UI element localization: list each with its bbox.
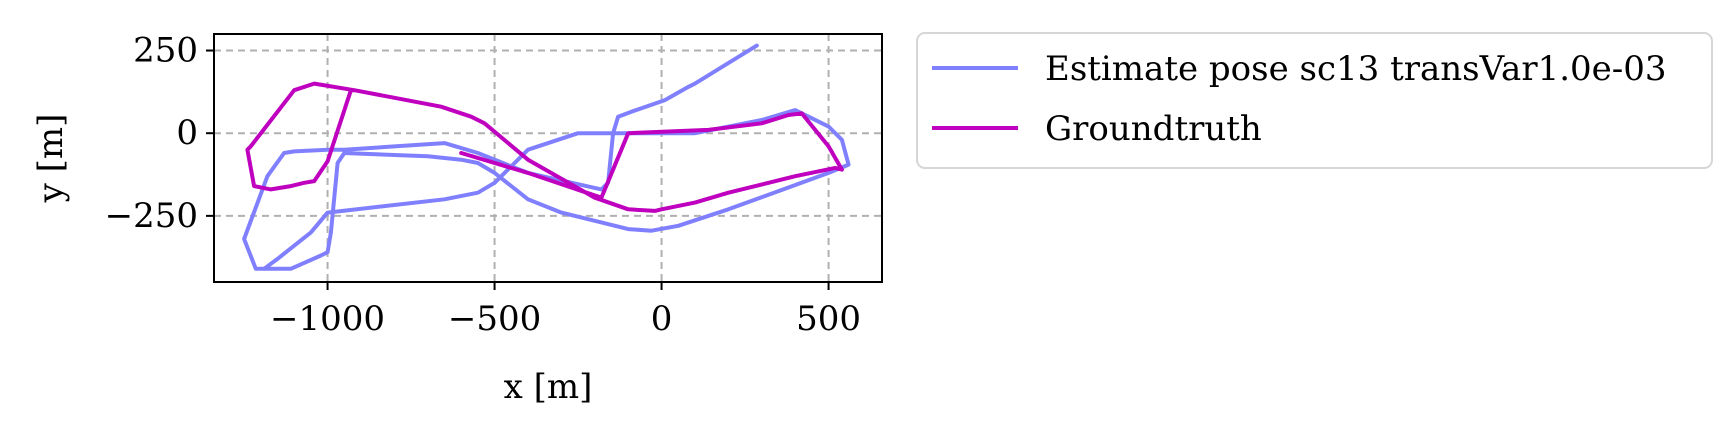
legend-label-groundtruth: Groundtruth bbox=[1045, 109, 1262, 149]
legend: Estimate pose sc13 transVar1.0e-03 Groun… bbox=[916, 32, 1713, 169]
series-lines bbox=[242, 43, 851, 271]
y-tick-label: −250 bbox=[105, 196, 198, 236]
plot-frame bbox=[213, 33, 883, 283]
legend-label-estimate: Estimate pose sc13 transVar1.0e-03 bbox=[1045, 49, 1667, 89]
legend-box bbox=[916, 32, 1713, 169]
x-tick-label: −500 bbox=[448, 299, 541, 339]
x-tick-label: −1000 bbox=[270, 299, 385, 339]
y-tick-label: 250 bbox=[133, 31, 198, 71]
series-line-1 bbox=[245, 81, 844, 213]
y-axis-label: y [m] bbox=[31, 114, 71, 204]
axis-ticks: −1000 −500 0 500 250 0 −250 bbox=[105, 31, 861, 339]
plot-background bbox=[214, 34, 882, 282]
x-axis-label: x [m] bbox=[504, 367, 593, 407]
x-tick-label: 0 bbox=[651, 299, 673, 339]
plot-area: −1000 −500 0 500 250 0 −250 bbox=[105, 31, 883, 339]
y-tick-label: 0 bbox=[176, 113, 198, 153]
x-tick-label: 500 bbox=[796, 299, 861, 339]
